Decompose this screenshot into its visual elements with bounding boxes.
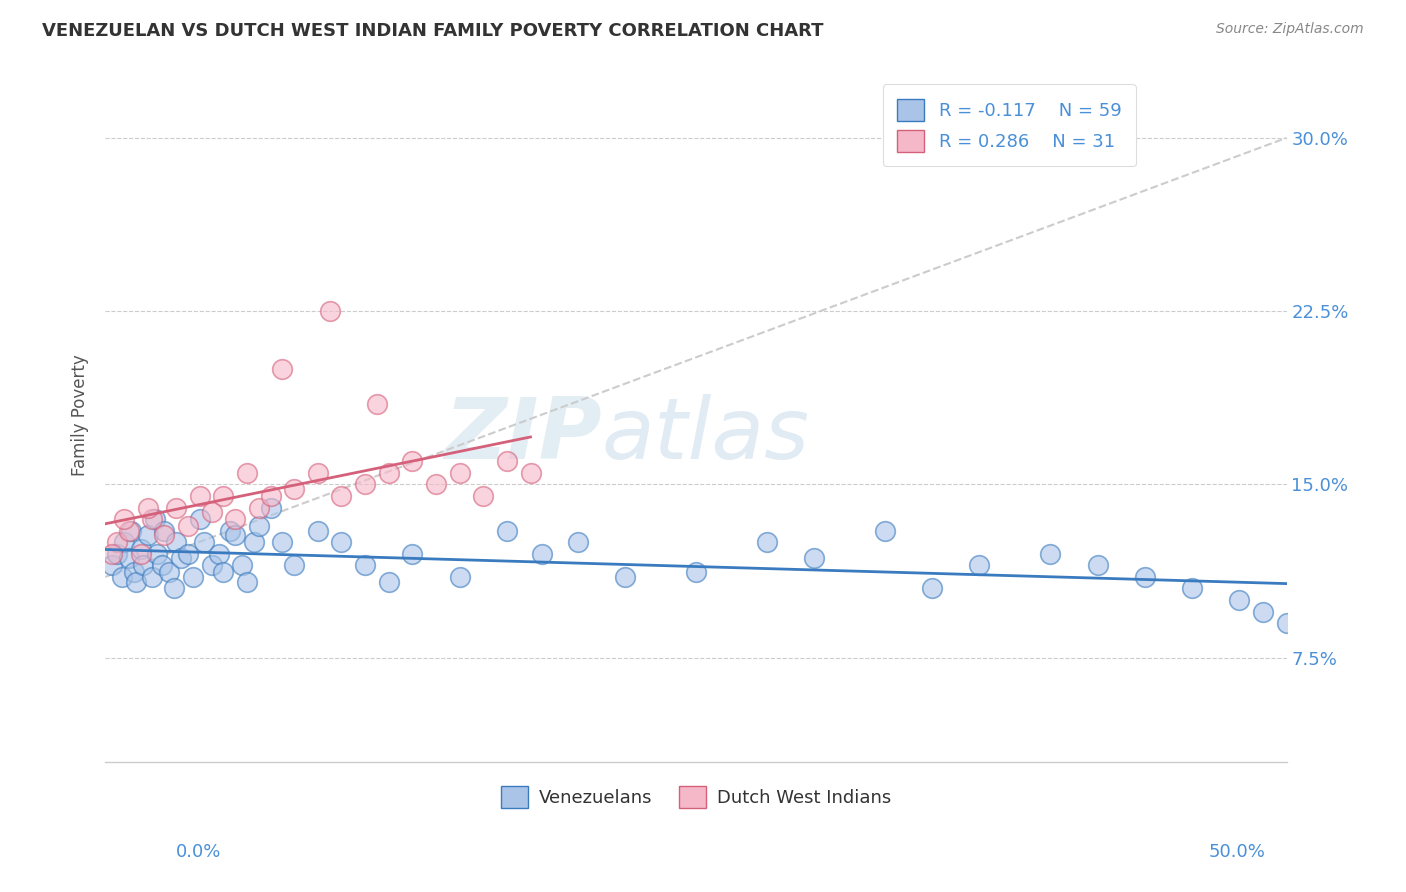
- Point: [236, 574, 259, 589]
- Point: [118, 551, 141, 566]
- Point: [231, 558, 253, 573]
- Point: [366, 396, 388, 410]
- Point: [129, 547, 152, 561]
- Point: [118, 524, 141, 538]
- Point: [1087, 558, 1109, 573]
- Point: [401, 454, 423, 468]
- Point: [531, 547, 554, 561]
- Point: [157, 566, 180, 580]
- Text: ZIP: ZIP: [444, 394, 602, 477]
- Point: [224, 512, 246, 526]
- Point: [136, 528, 159, 542]
- Point: [401, 547, 423, 561]
- Point: [146, 547, 169, 561]
- Point: [307, 466, 329, 480]
- Point: [165, 500, 187, 515]
- Y-axis label: Family Poverty: Family Poverty: [72, 354, 89, 476]
- Point: [318, 304, 340, 318]
- Point: [200, 558, 222, 573]
- Point: [111, 570, 134, 584]
- Point: [212, 489, 235, 503]
- Text: Source: ZipAtlas.com: Source: ZipAtlas.com: [1216, 22, 1364, 37]
- Point: [132, 558, 155, 573]
- Point: [1133, 570, 1156, 584]
- Point: [496, 524, 519, 538]
- Point: [259, 500, 281, 515]
- Point: [1039, 547, 1062, 561]
- Point: [330, 535, 353, 549]
- Point: [449, 570, 471, 584]
- Point: [177, 547, 200, 561]
- Point: [969, 558, 991, 573]
- Point: [170, 551, 193, 566]
- Point: [425, 477, 447, 491]
- Point: [136, 500, 159, 515]
- Text: VENEZUELAN VS DUTCH WEST INDIAN FAMILY POVERTY CORRELATION CHART: VENEZUELAN VS DUTCH WEST INDIAN FAMILY P…: [42, 22, 824, 40]
- Point: [188, 512, 211, 526]
- Point: [236, 466, 259, 480]
- Point: [247, 500, 270, 515]
- Point: [165, 535, 187, 549]
- Point: [283, 482, 305, 496]
- Text: 50.0%: 50.0%: [1209, 843, 1265, 861]
- Point: [496, 454, 519, 468]
- Point: [377, 466, 399, 480]
- Point: [283, 558, 305, 573]
- Point: [519, 466, 541, 480]
- Point: [153, 524, 176, 538]
- Point: [307, 524, 329, 538]
- Text: atlas: atlas: [602, 394, 810, 477]
- Point: [377, 574, 399, 589]
- Point: [112, 535, 135, 549]
- Point: [212, 566, 235, 580]
- Point: [105, 547, 128, 561]
- Point: [247, 519, 270, 533]
- Text: 0.0%: 0.0%: [176, 843, 221, 861]
- Point: [259, 489, 281, 503]
- Point: [153, 528, 176, 542]
- Point: [101, 547, 124, 561]
- Point: [181, 570, 204, 584]
- Point: [207, 547, 229, 561]
- Point: [163, 582, 186, 596]
- Point: [1227, 593, 1250, 607]
- Point: [122, 566, 145, 580]
- Point: [143, 512, 166, 526]
- Point: [219, 524, 242, 538]
- Point: [193, 535, 215, 549]
- Point: [271, 535, 294, 549]
- Point: [354, 477, 377, 491]
- Point: [921, 582, 943, 596]
- Point: [1181, 582, 1204, 596]
- Point: [105, 535, 128, 549]
- Point: [243, 535, 266, 549]
- Point: [125, 574, 148, 589]
- Point: [873, 524, 896, 538]
- Point: [449, 466, 471, 480]
- Point: [567, 535, 589, 549]
- Point: [141, 570, 163, 584]
- Point: [271, 362, 294, 376]
- Point: [112, 512, 135, 526]
- Point: [150, 558, 173, 573]
- Point: [1251, 605, 1274, 619]
- Point: [200, 505, 222, 519]
- Point: [755, 535, 778, 549]
- Point: [685, 566, 707, 580]
- Point: [224, 528, 246, 542]
- Point: [141, 512, 163, 526]
- Point: [354, 558, 377, 573]
- Point: [101, 558, 124, 573]
- Point: [188, 489, 211, 503]
- Point: [1275, 616, 1298, 631]
- Point: [472, 489, 495, 503]
- Legend: Venezuelans, Dutch West Indians: Venezuelans, Dutch West Indians: [494, 779, 898, 815]
- Point: [330, 489, 353, 503]
- Point: [120, 524, 142, 538]
- Point: [129, 542, 152, 557]
- Point: [177, 519, 200, 533]
- Point: [803, 551, 825, 566]
- Point: [614, 570, 637, 584]
